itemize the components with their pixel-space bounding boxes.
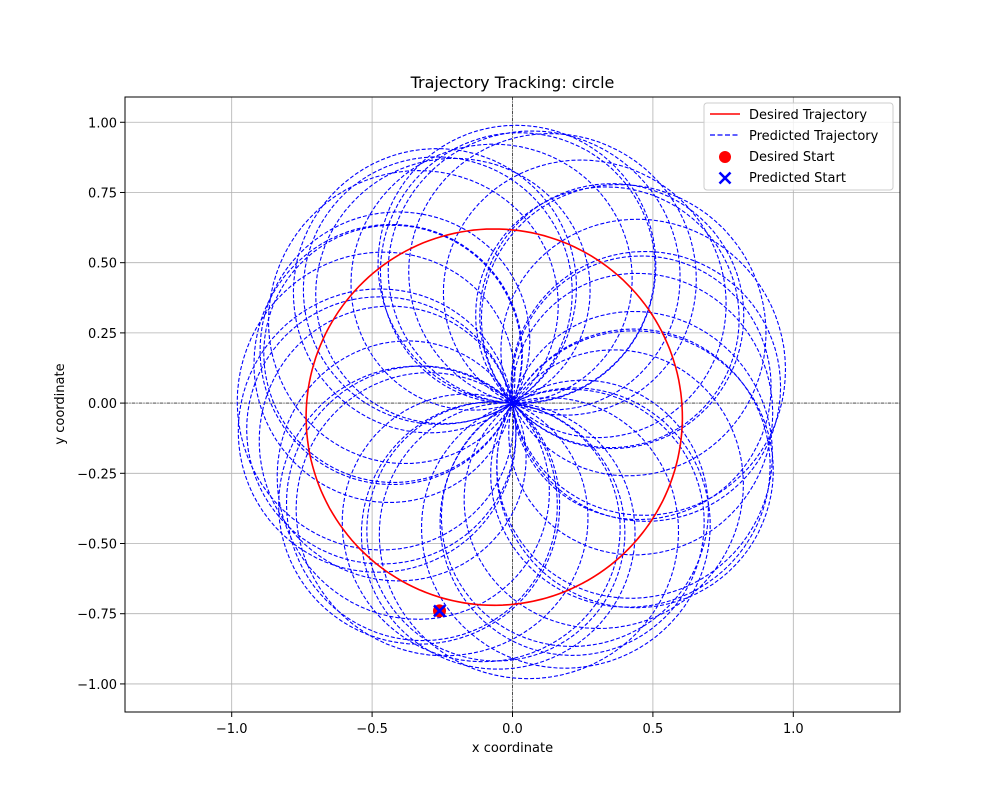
y-tick-label: −0.50 <box>77 538 117 553</box>
x-tick-label: −0.5 <box>356 722 388 737</box>
start-markers <box>432 604 446 618</box>
x-tick-label: −1.0 <box>216 722 248 737</box>
y-axis-label: y coordinate <box>53 363 68 444</box>
series-predicted-trajectory <box>236 124 787 680</box>
x-tick-label: 0.5 <box>643 722 664 737</box>
plot-area <box>124 96 901 713</box>
legend-item-predicted-start: Predicted Start <box>718 171 846 186</box>
legend: Desired Trajectory Predicted Trajectory … <box>703 102 894 191</box>
series-layer <box>236 124 787 680</box>
predicted-start-marker <box>433 604 446 618</box>
y-tick-label: 0.25 <box>88 327 117 342</box>
y-tick-label: −0.25 <box>77 467 117 482</box>
legend-label: Desired Start <box>749 150 835 165</box>
series-desired-trajectory <box>305 228 684 607</box>
legend-label: Desired Trajectory <box>749 108 867 123</box>
y-tick-label: −0.75 <box>77 608 117 623</box>
legend-item-desired-trajectory: Desired Trajectory <box>710 108 867 123</box>
x-tick-label: 1.0 <box>783 722 804 737</box>
y-axis-ticks: −1.00 −0.75 −0.50 −0.25 0.00 0.25 0.50 0.75 1.00 <box>77 116 125 693</box>
legend-swatch-cross <box>718 171 732 185</box>
chart-title: Trajectory Tracking: circle <box>410 73 615 92</box>
legend-box <box>703 102 894 191</box>
legend-item-desired-start: Desired Start <box>719 150 835 165</box>
x-tick-label: 0.0 <box>502 722 523 737</box>
y-tick-label: 0.50 <box>88 257 117 272</box>
legend-label: Predicted Start <box>749 171 846 186</box>
legend-swatch-dot <box>719 151 731 163</box>
y-tick-label: −1.00 <box>77 678 117 693</box>
x-axis-ticks: −1.0 −0.5 0.0 0.5 1.0 <box>216 712 804 737</box>
legend-label: Predicted Trajectory <box>749 129 879 144</box>
x-axis-label: x coordinate <box>472 741 553 756</box>
y-tick-label: 0.00 <box>88 397 117 412</box>
y-tick-label: 0.75 <box>88 186 117 201</box>
legend-item-predicted-trajectory: Predicted Trajectory <box>710 129 879 144</box>
y-tick-label: 1.00 <box>88 116 117 131</box>
